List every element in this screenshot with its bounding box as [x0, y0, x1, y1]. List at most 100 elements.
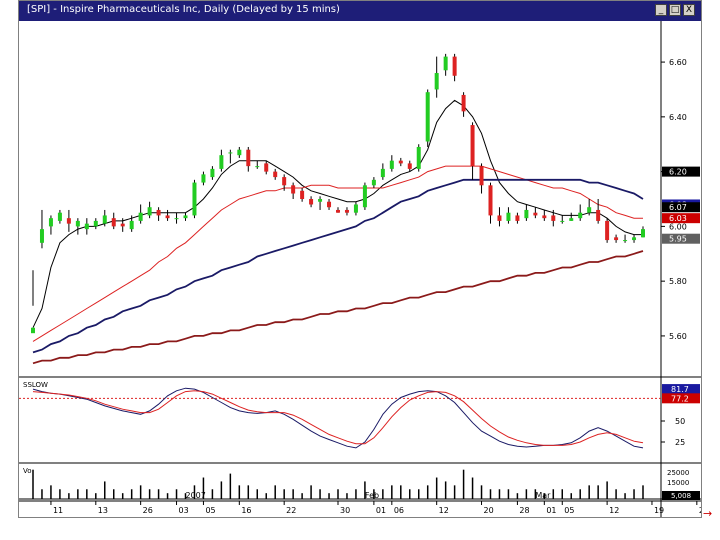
candle-body: [156, 209, 161, 216]
candle-body: [569, 218, 574, 221]
candle-body: [398, 160, 403, 164]
candle-body: [425, 92, 430, 142]
stochastic-axis-label: 50: [675, 417, 685, 426]
stochastic-axis-label: 25: [675, 438, 685, 447]
candle-body: [452, 56, 457, 76]
candle-body: [461, 94, 466, 112]
volume-tag: [662, 491, 700, 500]
candle-body: [344, 209, 349, 213]
candle-body: [488, 185, 493, 216]
moving-average-ma_medium: [32, 165, 643, 342]
restore-button[interactable]: □: [669, 4, 681, 16]
x-axis-label: 06: [394, 506, 404, 515]
x-axis-label: 16: [241, 506, 251, 515]
price-axis-label: 6.00: [669, 222, 687, 231]
moving-average-ma_longest: [32, 250, 644, 365]
candle-body: [524, 209, 529, 219]
candle-body: [102, 215, 107, 224]
volume-tag-label: 5,008: [671, 492, 691, 500]
candle-body: [93, 220, 98, 227]
candle-body: [327, 201, 332, 208]
price-tag-label: 5.95: [669, 235, 687, 244]
candle-body: [641, 229, 645, 238]
x-axis-label: 12: [439, 506, 449, 515]
x-axis-month-label: Feb: [365, 491, 379, 500]
candle-body: [210, 168, 215, 178]
candle-body: [291, 185, 296, 194]
stochastic-line-stoch_d: [32, 390, 644, 446]
candle-body: [111, 218, 116, 227]
candle-body: [380, 168, 385, 178]
candle-body: [300, 190, 305, 199]
candle-body: [614, 237, 619, 241]
candle-body: [587, 207, 592, 213]
candle-body: [246, 149, 251, 167]
candle-body: [282, 177, 287, 186]
price-tag: [662, 166, 700, 177]
moving-average-ma_short: [32, 99, 643, 328]
candle-body: [479, 166, 484, 186]
candle-body: [353, 204, 358, 213]
x-axis-label: 01: [546, 506, 556, 515]
price-axis-label: 6.40: [669, 113, 687, 122]
minimize-button[interactable]: _: [655, 4, 667, 16]
candle-body: [66, 218, 71, 224]
candle-body: [551, 215, 556, 221]
price-tag: [662, 213, 700, 224]
candle-body: [371, 179, 376, 186]
title-bar: [SPI] - Inspire Pharmaceuticals Inc, Dai…: [19, 1, 701, 21]
candle-body: [623, 240, 628, 242]
candle-body: [48, 218, 53, 227]
candle-body: [560, 220, 565, 222]
x-axis-month-label: 2007: [186, 491, 206, 500]
candle-body: [632, 237, 637, 241]
candle-body: [255, 166, 260, 168]
candle-body: [434, 73, 439, 90]
price-tag: [662, 233, 700, 244]
x-axis-label: 05: [205, 506, 215, 515]
candle-body: [31, 327, 35, 334]
x-axis-label: 26: [143, 506, 153, 515]
candle-body: [515, 215, 520, 221]
chart-plot: 6.606.406.206.005.805.606.206.086.076.03…: [19, 21, 701, 517]
stochastic-tag: [662, 384, 700, 395]
x-axis-label: 28: [519, 506, 529, 515]
candle-body: [497, 215, 502, 221]
candle-body: [75, 220, 80, 227]
x-axis-label: 22: [286, 506, 296, 515]
candle-body: [264, 163, 269, 172]
candle-body: [506, 212, 511, 221]
volume-label: Vo: [23, 467, 32, 475]
x-axis-label: 19: [654, 506, 664, 515]
candle-body: [183, 215, 188, 219]
candle-body: [542, 215, 547, 219]
candle-body: [470, 125, 475, 167]
candle-body: [57, 212, 62, 221]
price-tag-label: 6.07: [669, 203, 687, 212]
x-axis-month-label: Mar: [535, 491, 551, 500]
x-axis-label: 01: [376, 506, 386, 515]
volume-axis-label: 25000: [667, 469, 689, 477]
price-tag: [662, 202, 700, 213]
candle-body: [533, 212, 538, 216]
price-axis-label: 5.80: [669, 277, 687, 286]
candle-body: [362, 185, 367, 208]
candle-body: [389, 160, 394, 169]
candle-body: [443, 56, 448, 71]
stochastic-line-stoch_k: [32, 387, 644, 449]
price-tag-label: 6.20: [669, 168, 687, 177]
stochastic-tag-label: 77.2: [671, 394, 689, 403]
stochastic-tag-label: 81.7: [671, 385, 689, 394]
x-axis-label: 26: [699, 506, 701, 515]
close-button[interactable]: X: [683, 4, 695, 16]
candle-body: [273, 171, 278, 178]
candle-body: [596, 209, 601, 221]
candle-body: [309, 199, 314, 205]
window-title: [SPI] - Inspire Pharmaceuticals Inc, Dai…: [27, 4, 340, 15]
scroll-right-arrow-icon[interactable]: →: [703, 507, 713, 520]
candle-body: [336, 209, 340, 213]
candle-body: [416, 146, 421, 169]
price-tag-label: 6.03: [669, 214, 687, 223]
candle-body: [219, 155, 224, 169]
moving-average-ma_long: [32, 178, 644, 354]
